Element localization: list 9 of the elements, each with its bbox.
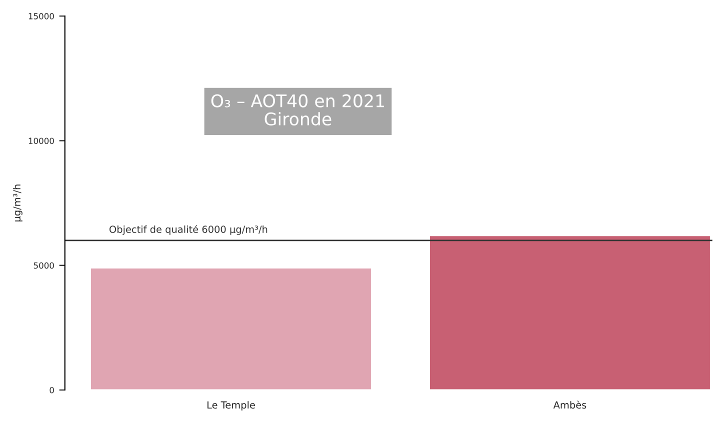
x-tick-label: Le Temple bbox=[207, 401, 255, 411]
y-axis-title: µg/m³/h bbox=[13, 184, 22, 222]
y-tick-label: 15000 bbox=[28, 13, 54, 20]
text: O₃ – AOT40 en 2021 Gironde bbox=[211, 94, 384, 126]
ref-line-label: Objectif de qualité 6000 µg/m³/h bbox=[110, 225, 268, 235]
y-tick-label: 0 bbox=[50, 386, 54, 394]
y-tick-label: 5000 bbox=[34, 262, 54, 269]
y-tick-label: 10000 bbox=[28, 138, 54, 144]
x-tick-label: Ambès bbox=[553, 400, 586, 409]
